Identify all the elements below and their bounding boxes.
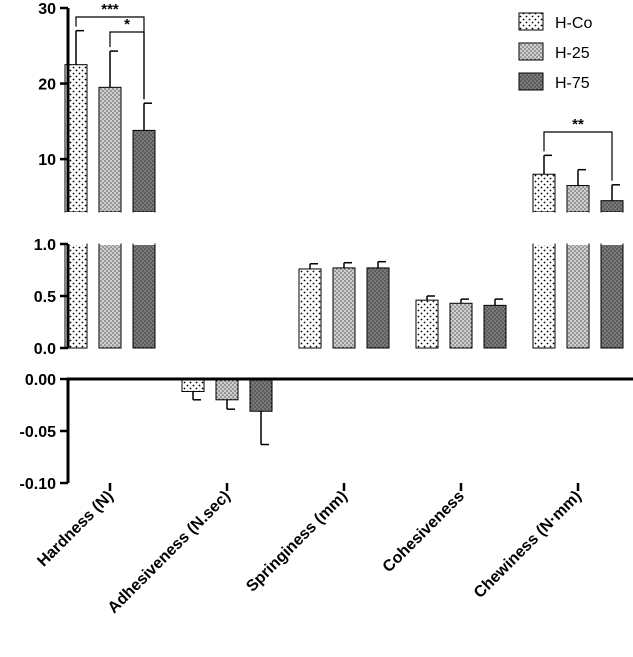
bar-H-75-0	[132, 243, 156, 349]
bar-H-25-0-gap	[99, 212, 121, 245]
bar-H-75-4	[600, 243, 624, 349]
bar-H-75-1	[249, 378, 273, 412]
x-tick-label-0: Hardness (N)	[34, 488, 116, 570]
significance-label-0: ***	[101, 1, 119, 18]
bar-H-75-4-gap	[601, 212, 623, 245]
y-tick-label-lower-0: 0.00	[25, 372, 56, 389]
legend-label-H-25: H-25	[555, 45, 590, 62]
significance-label-1: *	[124, 16, 130, 33]
y-tick-label-middle-0: 0.0	[34, 341, 56, 358]
significance-bracket-1	[109, 31, 145, 100]
legend: H-Co H-25 H-75	[518, 12, 592, 92]
bar-H-25-4-upper	[566, 185, 590, 213]
legend-swatch-H-25	[518, 42, 544, 61]
bar-H-25-2	[332, 267, 356, 349]
bar-H-25-3	[449, 302, 473, 349]
x-tick-label-1: Adhesiveness (N.sec)	[105, 488, 234, 617]
bar-H-25-0	[98, 243, 122, 349]
bar-H-75-0-upper	[132, 129, 156, 213]
y-tick-label-middle-1: 0.5	[34, 289, 56, 306]
x-tick-label-3: Cohesiveness	[380, 488, 468, 576]
axes-layer	[60, 6, 633, 491]
legend-swatch-H-Co	[518, 12, 544, 31]
legend-label-H-75: H-75	[555, 75, 590, 92]
y-tick-label-upper-2: 30	[38, 1, 56, 18]
y-tick-label-lower-2: -0.10	[20, 476, 57, 493]
y-tick-label-middle-2: 1.0	[34, 237, 56, 254]
y-tick-label-upper-0: 10	[38, 152, 56, 169]
bar-H-75-4-upper	[600, 200, 624, 213]
legend-swatch-H-75	[518, 72, 544, 91]
bar-H-Co-4	[532, 243, 556, 349]
bar-H-25-4-gap	[567, 212, 589, 245]
bar-H-Co-0-gap	[65, 212, 87, 245]
bar-H-25-1	[215, 378, 239, 401]
significance-label-2: **	[572, 116, 584, 133]
x-tick-label-2: Springiness (mm)	[243, 488, 351, 596]
bar-H-Co-1	[181, 378, 205, 392]
bar-H-25-4	[566, 243, 590, 349]
bar-H-Co-4-upper	[532, 173, 556, 213]
bar-H-75-3	[483, 304, 507, 349]
bar-H-Co-3	[415, 299, 439, 349]
bar-H-Co-4-gap	[533, 212, 555, 245]
y-tick-label-upper-1: 20	[38, 77, 56, 94]
bar-H-25-0-upper	[98, 86, 122, 213]
bars-layer	[64, 29, 624, 446]
significance-bracket-2	[543, 131, 613, 181]
bar-H-75-2	[366, 267, 390, 349]
legend-label-H-Co: H-Co	[555, 15, 592, 32]
bar-H-75-0-gap	[133, 212, 155, 245]
y-tick-label-lower-1: -0.05	[20, 424, 57, 441]
x-tick-label-4: Chewiness (N·mm)	[471, 488, 585, 602]
bar-H-Co-2	[298, 268, 322, 349]
